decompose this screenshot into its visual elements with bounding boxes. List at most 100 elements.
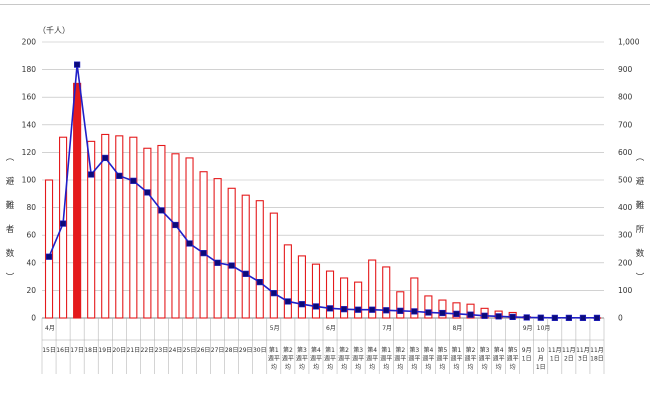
category-label-35: 10: [537, 347, 545, 354]
line-series: [45, 61, 601, 321]
category-label-18: 均: [299, 363, 305, 371]
category-label-33: 週平: [507, 355, 519, 363]
line-point-14: [242, 270, 249, 277]
category-label-39: 11月: [590, 347, 604, 354]
unit-label: （千人）: [38, 25, 70, 35]
category-label-35: 1日: [536, 364, 546, 371]
left-tick-label: 140: [22, 120, 37, 129]
category-label-32: 第4: [494, 346, 504, 354]
bar-8: [157, 144, 166, 319]
line-point-18: [298, 301, 306, 308]
bar-9: [171, 153, 180, 319]
category-label-27: 週平: [422, 355, 434, 363]
category-label-36: 1日: [550, 356, 560, 363]
bar-2: [73, 82, 82, 319]
category-label-21: 第2: [339, 346, 349, 354]
right-axis-label: ︵避難所数︶: [636, 153, 645, 283]
category-label-16: 週平: [268, 355, 280, 363]
line-point-35: [537, 314, 544, 321]
category-label-17: 週平: [282, 355, 294, 363]
category-label-29: 第1: [452, 346, 462, 354]
bar-10: [185, 157, 194, 319]
line-point-13: [228, 262, 235, 269]
category-label-24: 第1: [381, 346, 391, 354]
bar-15: [255, 200, 264, 319]
category-label-28: 均: [439, 363, 445, 371]
bar-21: [340, 277, 349, 319]
category-label-39: 18日: [590, 356, 604, 363]
category-label-34: 9月: [522, 347, 532, 354]
line-point-26: [411, 308, 418, 315]
line-point-7: [144, 189, 151, 196]
category-label-30: 均: [468, 363, 474, 371]
month-label: 10月: [537, 325, 551, 332]
category-label-20: 第1: [325, 346, 335, 354]
category-label-28: 週平: [436, 355, 448, 363]
month-label: 8月: [452, 325, 462, 332]
month-label: 7月: [382, 325, 392, 332]
category-label-17: 均: [285, 363, 291, 371]
right-tick-label: 400: [618, 203, 633, 212]
bar-series: [44, 82, 602, 319]
line-point-2: [74, 61, 81, 68]
month-label: 9月: [523, 325, 533, 332]
bar-24: [382, 266, 391, 319]
line-point-32: [495, 313, 502, 320]
line-point-20: [326, 305, 334, 312]
left-tick-label: 60: [26, 231, 36, 240]
left-tick-label: 20: [26, 286, 36, 295]
category-label-31: 均: [482, 363, 488, 371]
line-point-34: [523, 314, 530, 321]
line-point-4: [102, 154, 109, 162]
right-tick-label: 700: [618, 120, 633, 129]
bar-1: [59, 136, 68, 319]
right-tick-label: 600: [618, 148, 633, 157]
category-label-26: 第3: [409, 346, 419, 354]
category-label-13: 28日: [225, 347, 239, 354]
left-tick-label: 40: [26, 258, 36, 267]
left-tick-label: 0: [31, 314, 36, 323]
category-label-23: 第4: [367, 346, 377, 354]
line-point-1: [59, 220, 67, 227]
line-point-28: [439, 309, 446, 317]
category-label-27: 均: [425, 363, 431, 371]
line-point-11: [200, 250, 207, 257]
bar-17: [283, 244, 292, 319]
right-tick-label: 100: [618, 286, 633, 295]
left-tick-label: 180: [22, 65, 37, 74]
month-label: 6月: [326, 325, 336, 332]
category-label-34: 1日: [522, 356, 532, 363]
category-label-12: 27日: [211, 347, 225, 354]
bar-5: [115, 135, 124, 319]
category-label-32: 均: [496, 363, 502, 371]
category-label-33: 均: [510, 363, 516, 371]
line-point-31: [481, 312, 488, 319]
category-label-31: 週平: [479, 355, 491, 363]
bar-13: [227, 187, 236, 319]
category-label-21: 週平: [338, 355, 350, 363]
left-tick-label: 80: [26, 203, 36, 212]
bar-18: [297, 255, 306, 319]
category-label-9: 24日: [169, 347, 183, 354]
line-point-16: [270, 290, 277, 297]
category-label-4: 19日: [98, 347, 112, 354]
line-point-29: [453, 310, 460, 317]
bar-14: [241, 194, 250, 319]
category-label-2: 17日: [70, 347, 84, 354]
line-point-23: [369, 306, 376, 313]
category-label-3: 18日: [84, 347, 98, 354]
right-axis-ticks: 0 100 200 300 400 500 600 700 800 900 1,000: [618, 38, 640, 323]
category-label-28: 第5: [438, 346, 448, 354]
line-point-6: [130, 177, 137, 184]
category-label-30: 週平: [465, 355, 477, 363]
category-label-35: 月: [538, 356, 544, 363]
line-point-22: [355, 306, 362, 313]
category-label-20: 週平: [324, 355, 336, 363]
category-label-20: 均: [327, 363, 333, 371]
line-point-5: [116, 172, 123, 179]
bar-28: [438, 299, 447, 319]
category-label-29: 均: [453, 363, 459, 371]
bar-12: [213, 178, 222, 319]
